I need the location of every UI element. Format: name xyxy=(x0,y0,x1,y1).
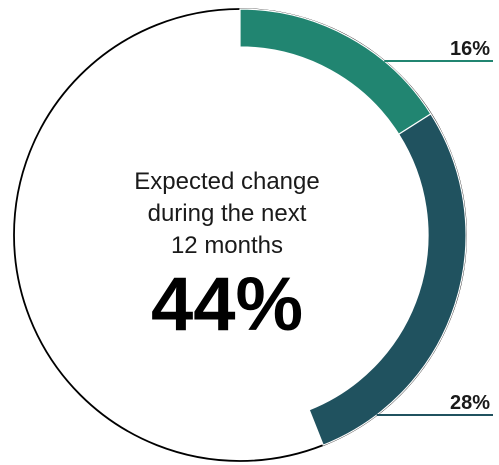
center-label-line-1: Expected change xyxy=(134,168,319,195)
donut-slice-2 xyxy=(308,113,467,446)
donut-slice-1 xyxy=(239,8,432,136)
center-label-line-2: during the next xyxy=(148,200,307,227)
data-label-segment-2: 28% xyxy=(450,392,490,414)
center-value: 44% xyxy=(151,262,303,347)
callout-lines xyxy=(376,60,493,416)
data-label-segment-1: 16% xyxy=(450,38,490,60)
donut-segments xyxy=(239,8,467,446)
center-label-line-3: 12 months xyxy=(171,232,283,259)
